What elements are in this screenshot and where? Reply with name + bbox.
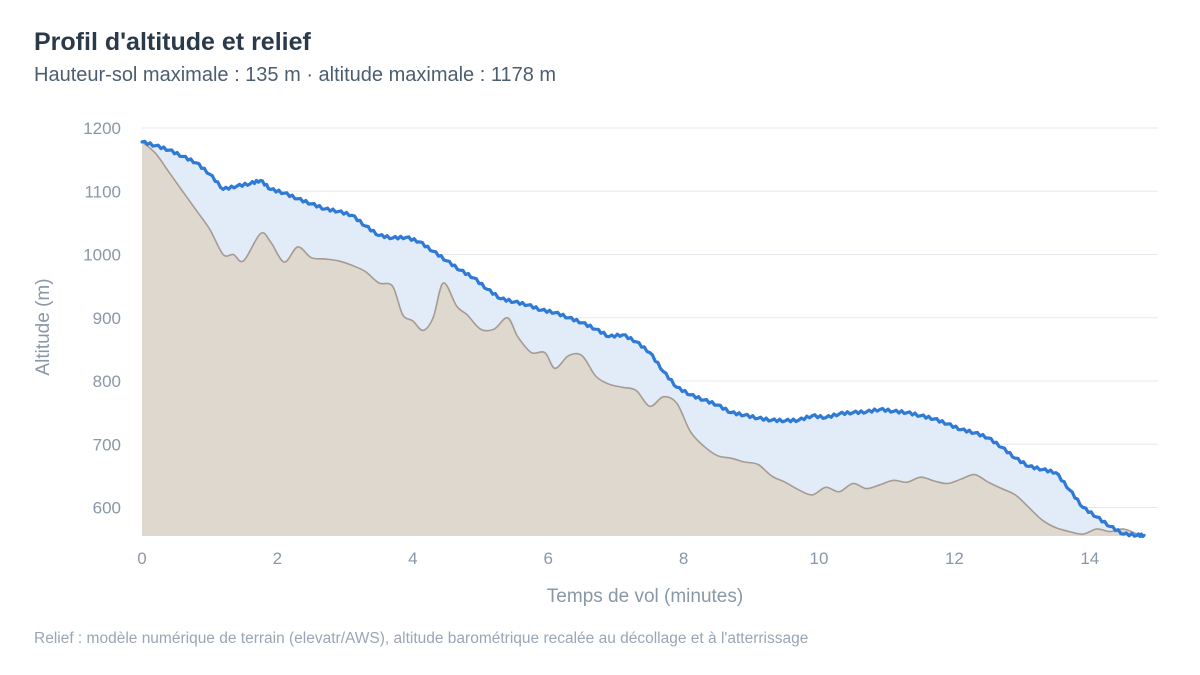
x-tick-label: 12 — [945, 549, 964, 568]
y-axis-ticks: 600 700 800 900 1000 1100 1200 — [83, 119, 121, 518]
x-axis-ticks: 0 2 4 6 8 10 12 14 — [137, 549, 1099, 568]
x-tick-label: 0 — [137, 549, 146, 568]
x-tick-label: 10 — [810, 549, 829, 568]
chart-title: Profil d'altitude et relief — [34, 28, 311, 56]
y-tick-label: 900 — [93, 309, 121, 328]
x-tick-label: 2 — [273, 549, 282, 568]
x-tick-label: 14 — [1080, 549, 1099, 568]
y-tick-label: 600 — [93, 499, 121, 518]
y-tick-label: 800 — [93, 372, 121, 391]
y-tick-label: 1000 — [83, 246, 121, 265]
terrain-area-fill — [142, 141, 1144, 536]
flight-altitude-line — [140, 139, 1146, 539]
x-axis-label: Temps de vol (minutes) — [547, 586, 743, 607]
x-tick-label: 8 — [679, 549, 688, 568]
chart-caption: Relief : modèle numérique de terrain (el… — [34, 630, 809, 647]
y-tick-label: 1100 — [84, 182, 121, 201]
x-tick-label: 6 — [543, 549, 552, 568]
y-axis-label: Altitude (m) — [33, 278, 54, 375]
x-tick-label: 4 — [408, 549, 417, 568]
y-tick-label: 700 — [93, 435, 121, 454]
y-tick-label: 1200 — [83, 119, 121, 138]
chart-subtitle: Hauteur-sol maximale : 135 m · altitude … — [34, 64, 557, 86]
terrain-outline — [141, 141, 1145, 537]
